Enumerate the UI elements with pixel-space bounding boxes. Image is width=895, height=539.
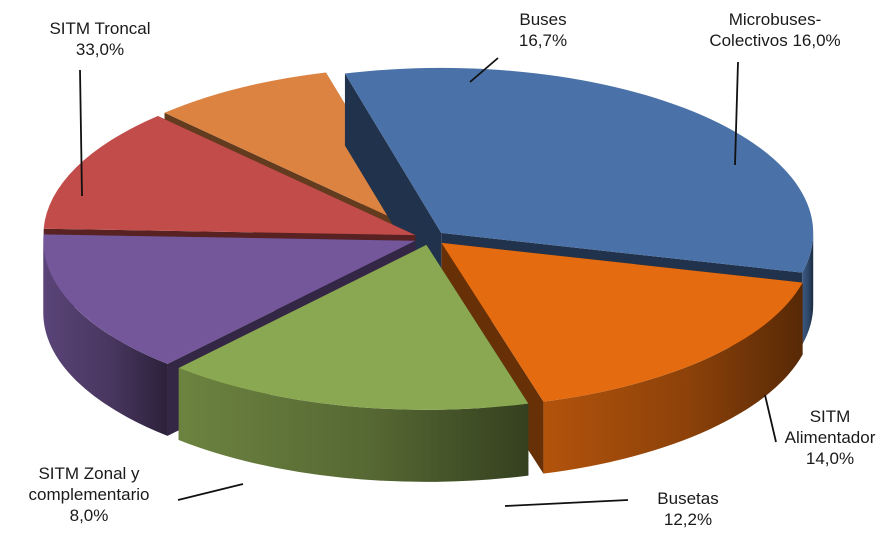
leader-line-1 [469, 57, 499, 83]
slice-top-1 [441, 242, 803, 402]
leader-line-3 [764, 394, 777, 443]
leader-line-4 [504, 499, 629, 507]
slice-top-2 [178, 244, 529, 410]
leader-line-2 [734, 61, 739, 166]
slice-top-5 [164, 72, 423, 232]
label-sitm-alimentador: SITM Alimentador 14,0% [784, 407, 876, 468]
label-buses: Buses 16,7% [518, 10, 568, 50]
leader-line-0 [79, 69, 83, 197]
slice-top-4 [43, 116, 416, 236]
leader-line-5 [177, 483, 244, 501]
slice-top-3 [43, 234, 416, 364]
slice-1 [441, 242, 803, 474]
label-busetas: Busetas 12,2% [657, 489, 719, 529]
label-microbuses-colectivos: Microbuses- Colectivos 16,0% [709, 10, 841, 50]
slice-top-0 [344, 67, 814, 273]
slice-2 [178, 244, 529, 482]
label-sitm-zonal: SITM Zonal y complementario 8,0% [28, 464, 150, 525]
label-sitm-troncal: SITM Troncal 33,0% [49, 19, 151, 59]
